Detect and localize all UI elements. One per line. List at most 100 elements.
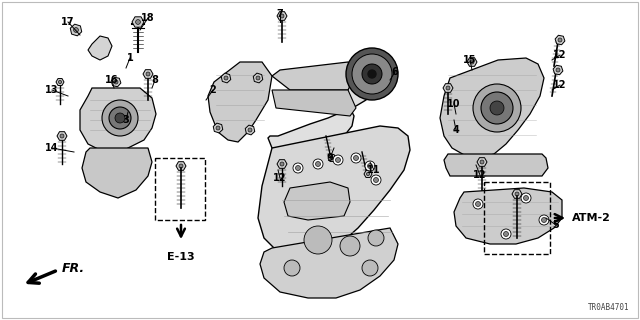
Circle shape — [362, 260, 378, 276]
Polygon shape — [213, 123, 223, 133]
Text: 17: 17 — [61, 17, 75, 27]
Circle shape — [146, 72, 150, 76]
Circle shape — [115, 113, 125, 123]
Polygon shape — [56, 78, 64, 85]
Text: TR0AB4701: TR0AB4701 — [588, 303, 630, 312]
Circle shape — [362, 64, 382, 84]
Circle shape — [374, 178, 378, 182]
Circle shape — [346, 48, 398, 100]
Circle shape — [473, 199, 483, 209]
Text: 8: 8 — [152, 75, 159, 85]
Bar — [484, 182, 550, 254]
Polygon shape — [88, 36, 112, 60]
Circle shape — [114, 80, 118, 84]
Circle shape — [476, 202, 481, 206]
Circle shape — [352, 54, 392, 94]
Circle shape — [524, 196, 529, 201]
Polygon shape — [364, 171, 372, 178]
Polygon shape — [111, 77, 121, 87]
Circle shape — [333, 155, 343, 165]
Polygon shape — [82, 148, 152, 198]
Circle shape — [470, 60, 474, 64]
Polygon shape — [272, 90, 356, 116]
Text: 6: 6 — [392, 67, 398, 77]
Circle shape — [136, 20, 140, 24]
Text: 12: 12 — [473, 170, 487, 180]
Polygon shape — [284, 182, 350, 220]
Polygon shape — [277, 160, 287, 168]
Circle shape — [179, 164, 183, 168]
Circle shape — [446, 86, 450, 90]
Circle shape — [481, 92, 513, 124]
Polygon shape — [553, 65, 563, 75]
Circle shape — [284, 260, 300, 276]
Polygon shape — [268, 66, 374, 156]
Text: 14: 14 — [45, 143, 59, 153]
Circle shape — [480, 160, 484, 164]
Circle shape — [351, 153, 361, 163]
Circle shape — [368, 70, 376, 78]
Text: 3: 3 — [123, 115, 129, 125]
Polygon shape — [253, 73, 263, 83]
Circle shape — [330, 156, 333, 160]
Text: 7: 7 — [276, 9, 284, 19]
Circle shape — [109, 107, 131, 129]
Circle shape — [368, 230, 384, 246]
Polygon shape — [143, 70, 153, 78]
Polygon shape — [57, 132, 67, 140]
Circle shape — [296, 165, 301, 171]
Circle shape — [74, 28, 79, 32]
Circle shape — [371, 175, 381, 185]
Text: 16: 16 — [105, 75, 119, 85]
Text: FR.: FR. — [62, 261, 85, 275]
Polygon shape — [260, 228, 398, 298]
Text: 11: 11 — [367, 165, 381, 175]
Circle shape — [60, 134, 64, 138]
Circle shape — [490, 101, 504, 115]
Circle shape — [293, 163, 303, 173]
Circle shape — [340, 236, 360, 256]
Circle shape — [539, 215, 549, 225]
Polygon shape — [467, 58, 477, 66]
Polygon shape — [272, 62, 356, 90]
Polygon shape — [328, 155, 336, 162]
Text: 13: 13 — [45, 85, 59, 95]
Polygon shape — [477, 158, 487, 166]
Polygon shape — [208, 62, 272, 142]
Polygon shape — [277, 12, 287, 20]
Text: 9: 9 — [326, 153, 333, 163]
Circle shape — [556, 68, 560, 72]
Polygon shape — [258, 126, 410, 258]
Polygon shape — [80, 88, 156, 154]
Polygon shape — [221, 73, 231, 83]
Circle shape — [313, 159, 323, 169]
Text: 12: 12 — [273, 173, 287, 183]
Circle shape — [280, 14, 284, 18]
Circle shape — [473, 84, 521, 132]
Text: 10: 10 — [447, 99, 461, 109]
Circle shape — [248, 128, 252, 132]
Text: E-13: E-13 — [167, 252, 195, 262]
Circle shape — [501, 229, 511, 239]
Circle shape — [367, 164, 372, 169]
Polygon shape — [440, 58, 544, 158]
Circle shape — [353, 156, 358, 161]
Text: 1: 1 — [127, 53, 133, 63]
Circle shape — [504, 231, 509, 236]
Circle shape — [256, 76, 260, 80]
Text: 4: 4 — [452, 125, 460, 135]
Circle shape — [224, 76, 228, 80]
Bar — [155, 158, 205, 220]
Polygon shape — [512, 190, 522, 198]
Text: 15: 15 — [463, 55, 477, 65]
Circle shape — [366, 172, 370, 176]
Polygon shape — [176, 162, 186, 170]
Circle shape — [102, 100, 138, 136]
Polygon shape — [245, 125, 255, 135]
Polygon shape — [444, 154, 548, 176]
Circle shape — [521, 193, 531, 203]
Circle shape — [316, 162, 321, 166]
Circle shape — [335, 157, 340, 163]
Text: 2: 2 — [210, 85, 216, 95]
Circle shape — [365, 161, 375, 171]
